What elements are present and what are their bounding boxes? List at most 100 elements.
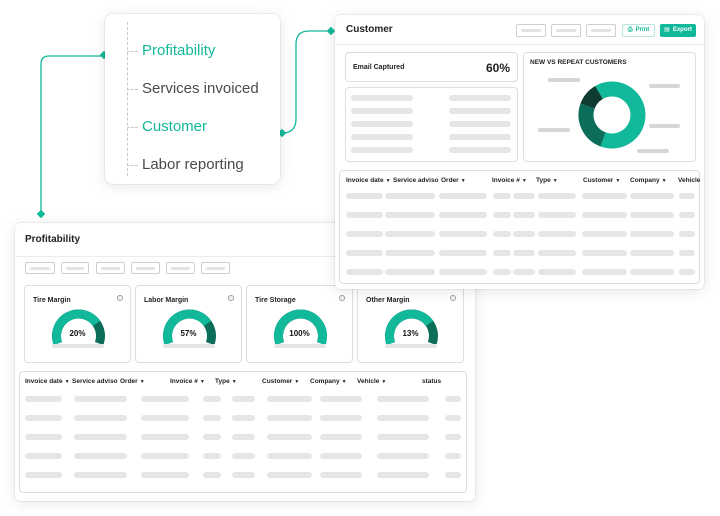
filter-pill[interactable]	[96, 262, 125, 274]
placeholder-cell	[679, 193, 695, 199]
filter-pill[interactable]	[131, 262, 160, 274]
placeholder-cell	[232, 434, 255, 440]
info-icon[interactable]: i	[117, 295, 123, 301]
gauge-title: Other Margin	[366, 297, 410, 304]
info-icon[interactable]: i	[450, 295, 456, 301]
placeholder-cell	[377, 415, 429, 421]
customer-window: Customer ⎙ Print ▤ Export Email Captured 6…	[335, 15, 704, 289]
placeholder-cell	[232, 396, 255, 402]
placeholder-cell	[582, 212, 627, 218]
placeholder-cell	[385, 250, 435, 256]
filter-pill[interactable]	[516, 24, 546, 37]
placeholder-cell	[679, 269, 695, 275]
placeholder-cell	[445, 396, 461, 402]
placeholder-cell	[320, 396, 362, 402]
filter-pill[interactable]	[25, 262, 55, 274]
placeholder-cell	[449, 121, 511, 127]
placeholder-cell	[267, 396, 312, 402]
donut-segment	[580, 85, 604, 110]
placeholder-cell	[679, 250, 695, 256]
filter-pill[interactable]	[201, 262, 230, 274]
kpi-value: 60%	[485, 61, 510, 75]
column-header-order[interactable]: Order ▼	[120, 378, 145, 385]
placeholder-cell	[538, 193, 576, 199]
placeholder-cell	[538, 269, 576, 275]
column-header-vehicle[interactable]: Vehicle	[678, 177, 701, 184]
placeholder-cell	[513, 250, 535, 256]
export-button[interactable]: ▤ Export	[660, 24, 696, 37]
placeholder-cell	[513, 212, 535, 218]
donut-segment	[578, 103, 607, 147]
placeholder-cell	[439, 193, 487, 199]
placeholder-cell	[493, 250, 511, 256]
column-header-customer[interactable]: Customer ▼	[262, 378, 300, 385]
placeholder-cell	[232, 453, 255, 459]
donut-segment	[595, 81, 646, 149]
nav-item-customer[interactable]: Customer	[142, 118, 208, 135]
placeholder-cell	[445, 415, 461, 421]
column-header-order[interactable]: Order ▼	[441, 177, 466, 184]
gauge-fill	[52, 309, 101, 344]
nav-item-labor-reporting[interactable]: Labor reporting	[142, 156, 244, 173]
placeholder-cell	[232, 415, 255, 421]
column-header-service-advisor[interactable]: Service adviso	[72, 378, 118, 385]
gauge-caption-placeholder	[52, 344, 104, 348]
placeholder-cell	[74, 472, 127, 478]
column-header-invoice-number[interactable]: Invoice # ▼	[170, 378, 205, 385]
column-header-invoice-number[interactable]: Invoice # ▼	[492, 177, 527, 184]
info-icon[interactable]: i	[228, 295, 234, 301]
report-nav-menu: Profitability Services invoiced Customer…	[105, 14, 280, 184]
legend-placeholder	[649, 124, 680, 128]
placeholder-cell	[445, 453, 461, 459]
placeholder-cell	[439, 250, 487, 256]
placeholder-cell	[439, 269, 487, 275]
placeholder-cell	[449, 108, 511, 114]
placeholder-cell	[74, 396, 127, 402]
column-header-company[interactable]: Company ▼	[310, 378, 347, 385]
gauge-card-tire-storage: Tire Storage i 100%	[246, 285, 353, 363]
placeholder-cell	[630, 250, 674, 256]
gauge-caption-placeholder	[385, 344, 437, 348]
placeholder-cell	[449, 147, 511, 153]
placeholder-cell	[203, 434, 221, 440]
placeholder-cell	[538, 231, 576, 237]
filter-pill[interactable]	[586, 24, 616, 37]
gauge-title: Tire Margin	[33, 297, 71, 304]
nav-item-services-invoiced[interactable]: Services invoiced	[142, 80, 259, 97]
gauge-arc	[163, 309, 216, 344]
column-header-invoice-date[interactable]: Invoice date ▼	[346, 177, 391, 184]
placeholder-cell	[320, 434, 362, 440]
placeholder-cell	[351, 134, 413, 140]
placeholder-cell	[493, 212, 511, 218]
placeholder-cell	[439, 231, 487, 237]
column-header-service-advisor[interactable]: Service adviso	[393, 177, 439, 184]
placeholder-cell	[679, 212, 695, 218]
placeholder-cell	[377, 434, 429, 440]
placeholder-cell	[320, 453, 362, 459]
gauge-fill	[274, 309, 327, 344]
filter-pill[interactable]	[166, 262, 195, 274]
gauge-arc	[274, 309, 327, 344]
column-header-type[interactable]: Type ▼	[536, 177, 558, 184]
placeholder-cell	[439, 212, 487, 218]
print-button[interactable]: ⎙ Print	[622, 24, 655, 37]
placeholder-cell	[74, 434, 127, 440]
nav-item-profitability[interactable]: Profitability	[142, 42, 216, 59]
column-header-company[interactable]: Company ▼	[630, 177, 667, 184]
placeholder-cell	[74, 453, 127, 459]
info-icon[interactable]: i	[339, 295, 345, 301]
page-title: Customer	[346, 24, 393, 35]
invoice-table: Invoice date ▼ Service adviso Order ▼ Invo…	[19, 371, 467, 493]
placeholder-cell	[679, 231, 695, 237]
column-header-type[interactable]: Type ▼	[215, 378, 237, 385]
placeholder-cell	[582, 193, 627, 199]
column-header-customer[interactable]: Customer ▼	[583, 177, 621, 184]
legend-placeholder	[649, 84, 680, 88]
column-header-vehicle[interactable]: Vehicle ▼	[357, 378, 387, 385]
placeholder-cell	[630, 193, 674, 199]
column-header-invoice-date[interactable]: Invoice date ▼	[25, 378, 70, 385]
filter-pill[interactable]	[61, 262, 89, 274]
filter-pill[interactable]	[551, 24, 581, 37]
placeholder-cell	[538, 212, 576, 218]
placeholder-cell	[141, 472, 189, 478]
